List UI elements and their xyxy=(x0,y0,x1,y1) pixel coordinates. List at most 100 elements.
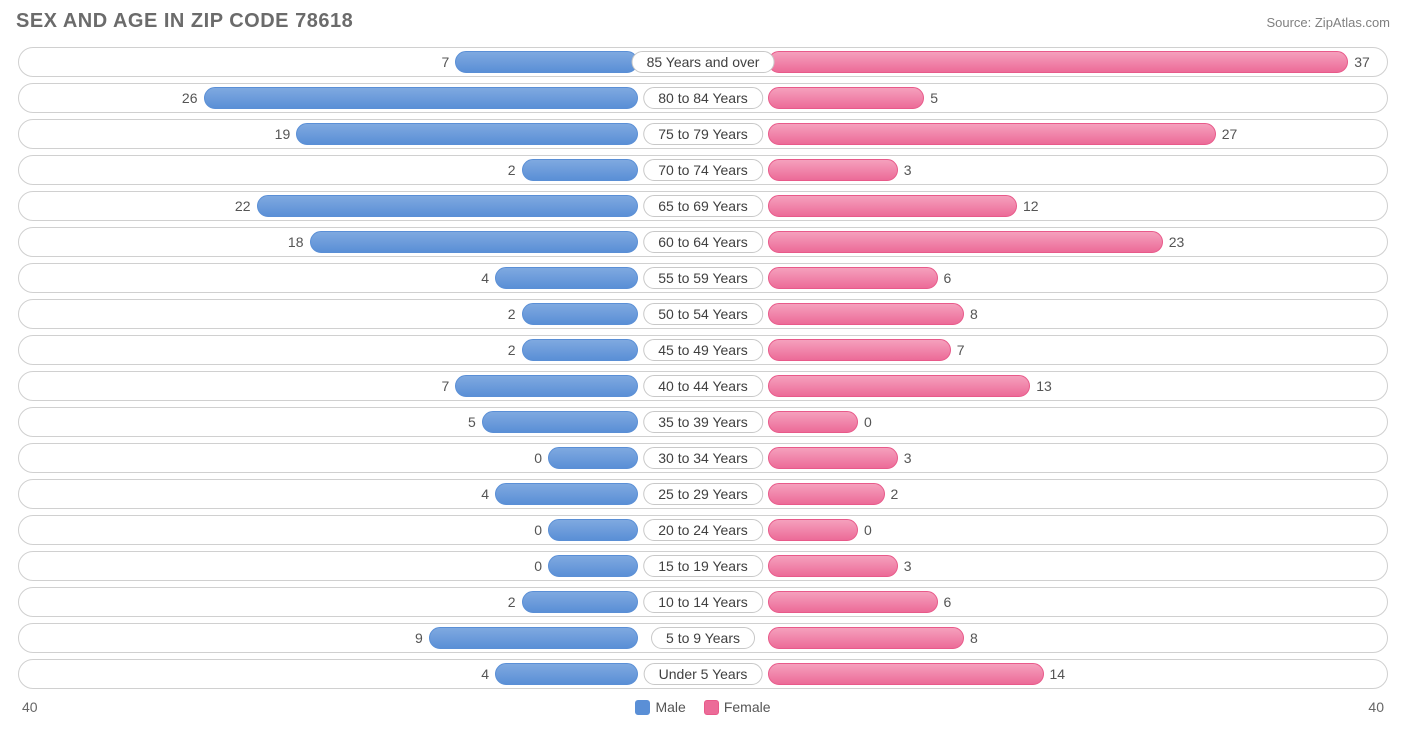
female-bar xyxy=(768,51,1348,73)
female-bar xyxy=(768,303,964,325)
age-category-label: 15 to 19 Years xyxy=(643,555,763,577)
male-bar xyxy=(482,411,638,433)
male-value: 2 xyxy=(508,156,516,184)
male-bar xyxy=(495,267,638,289)
age-category-label: 25 to 29 Years xyxy=(643,483,763,505)
female-bar xyxy=(768,663,1044,685)
male-value: 7 xyxy=(441,48,449,76)
female-bar xyxy=(768,375,1030,397)
female-bar xyxy=(768,591,938,613)
female-value: 14 xyxy=(1050,660,1066,688)
age-category-label: 80 to 84 Years xyxy=(643,87,763,109)
male-value: 4 xyxy=(481,264,489,292)
male-bar xyxy=(548,555,638,577)
male-bar xyxy=(495,663,638,685)
chart-footer: 40 Male Female 40 xyxy=(12,695,1394,715)
female-value: 6 xyxy=(944,588,952,616)
age-category-label: 75 to 79 Years xyxy=(643,123,763,145)
legend: Male Female xyxy=(635,699,770,715)
age-category-label: 60 to 64 Years xyxy=(643,231,763,253)
male-value: 5 xyxy=(468,408,476,436)
chart-header: SEX AND AGE IN ZIP CODE 78618 Source: Zi… xyxy=(12,8,1394,41)
female-bar xyxy=(768,87,924,109)
female-value: 0 xyxy=(864,408,872,436)
legend-item-male: Male xyxy=(635,699,685,715)
female-value: 7 xyxy=(957,336,965,364)
age-row: 192775 to 79 Years xyxy=(18,119,1388,149)
male-bar xyxy=(522,339,639,361)
age-row: 0020 to 24 Years xyxy=(18,515,1388,545)
male-bar xyxy=(522,159,639,181)
age-row: 22 12 65 to 69 Years xyxy=(18,191,1388,221)
female-value: 5 xyxy=(930,84,938,112)
age-category-label: 10 to 14 Years xyxy=(643,591,763,613)
age-category-label: 70 to 74 Years xyxy=(643,159,763,181)
axis-left-max: 40 xyxy=(22,699,38,715)
female-value: 2 xyxy=(891,480,899,508)
female-value: 3 xyxy=(904,156,912,184)
age-category-label: 45 to 49 Years xyxy=(643,339,763,361)
age-category-label: Under 5 Years xyxy=(644,663,763,685)
male-bar xyxy=(548,447,638,469)
age-category-label: 50 to 54 Years xyxy=(643,303,763,325)
female-bar xyxy=(768,519,858,541)
female-value: 27 xyxy=(1222,120,1238,148)
age-row: 2 8 50 to 54 Years xyxy=(18,299,1388,329)
chart-source: Source: ZipAtlas.com xyxy=(1266,15,1390,30)
age-row: 9 8 5 to 9 Years xyxy=(18,623,1388,653)
female-bar xyxy=(768,627,964,649)
male-bar xyxy=(310,231,639,253)
male-bar xyxy=(455,51,638,73)
age-category-label: 65 to 69 Years xyxy=(643,195,763,217)
female-value: 37 xyxy=(1354,48,1370,76)
age-row: 2 6 10 to 14 Years xyxy=(18,587,1388,617)
male-bar xyxy=(522,591,639,613)
male-value: 7 xyxy=(441,372,449,400)
male-value: 2 xyxy=(508,588,516,616)
female-value: 12 xyxy=(1023,192,1039,220)
male-value: 0 xyxy=(534,552,542,580)
female-bar xyxy=(768,555,898,577)
age-row: 7 37 85 Years and over xyxy=(18,47,1388,77)
age-row: 0 3 15 to 19 Years xyxy=(18,551,1388,581)
male-value: 9 xyxy=(415,624,423,652)
legend-item-female: Female xyxy=(704,699,771,715)
male-bar xyxy=(522,303,639,325)
male-value: 0 xyxy=(534,516,542,544)
male-value: 2 xyxy=(508,336,516,364)
female-bar xyxy=(768,411,858,433)
age-row: 4 6 55 to 59 Years xyxy=(18,263,1388,293)
age-category-label: 35 to 39 Years xyxy=(643,411,763,433)
female-value: 3 xyxy=(904,444,912,472)
male-value: 22 xyxy=(235,192,251,220)
female-value: 23 xyxy=(1169,228,1185,256)
age-row: 182360 to 64 Years xyxy=(18,227,1388,257)
age-row: 2 3 70 to 74 Years xyxy=(18,155,1388,185)
female-value: 8 xyxy=(970,300,978,328)
male-value: 2 xyxy=(508,300,516,328)
legend-swatch-female xyxy=(704,700,719,715)
male-value: 26 xyxy=(182,84,198,112)
female-bar xyxy=(768,447,898,469)
age-category-label: 5 to 9 Years xyxy=(651,627,755,649)
male-bar xyxy=(204,87,639,109)
age-row: 414Under 5 Years xyxy=(18,659,1388,689)
age-row: 26 5 80 to 84 Years xyxy=(18,83,1388,113)
axis-right-max: 40 xyxy=(1368,699,1384,715)
male-bar xyxy=(257,195,639,217)
female-bar xyxy=(768,267,938,289)
female-bar xyxy=(768,483,885,505)
legend-swatch-male xyxy=(635,700,650,715)
age-category-label: 55 to 59 Years xyxy=(643,267,763,289)
male-bar xyxy=(548,519,638,541)
population-pyramid-chart: 73785 Years and over26580 to 84 Years192… xyxy=(12,47,1394,689)
female-value: 6 xyxy=(944,264,952,292)
female-bar xyxy=(768,123,1216,145)
female-value: 3 xyxy=(904,552,912,580)
age-category-label: 85 Years and over xyxy=(632,51,775,73)
male-bar xyxy=(296,123,638,145)
age-category-label: 30 to 34 Years xyxy=(643,447,763,469)
male-bar xyxy=(495,483,638,505)
female-bar xyxy=(768,231,1163,253)
female-value: 8 xyxy=(970,624,978,652)
